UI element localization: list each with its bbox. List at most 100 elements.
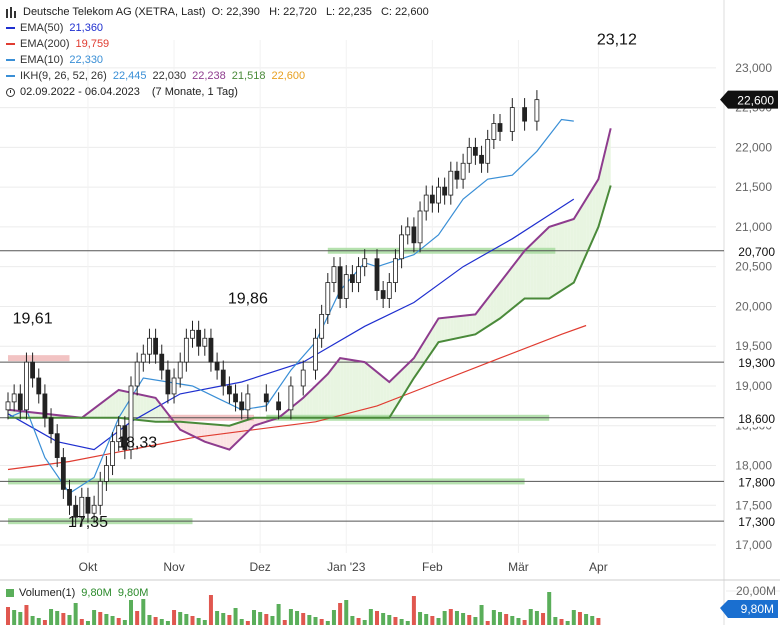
- volume-bar: [565, 621, 570, 625]
- y-tick-label: 19,000: [735, 379, 772, 393]
- candle-body: [331, 266, 337, 283]
- indicator-label: IKH(9, 26, 52, 26): [20, 70, 107, 82]
- volume-bar: [553, 617, 558, 625]
- volume-bar: [30, 616, 35, 625]
- candle-body: [128, 385, 134, 451]
- volume-bar: [319, 619, 324, 625]
- candle-body: [423, 194, 429, 212]
- volume-bar: [67, 615, 72, 625]
- y-tick-label: 20,000: [735, 299, 772, 313]
- cloud-fill: [358, 361, 362, 418]
- cloud-fill: [435, 318, 439, 347]
- candle-body: [171, 377, 177, 395]
- cloud-fill: [97, 403, 101, 418]
- indicator-label: EMA(200): [20, 38, 70, 50]
- cloud-fill: [333, 362, 338, 418]
- indicator-value: 22,600: [271, 70, 306, 82]
- candle-body: [534, 99, 540, 122]
- x-tick-label: Okt: [79, 560, 98, 574]
- volume-bar: [362, 620, 367, 625]
- cloud-fill: [210, 424, 215, 445]
- cloud-fill: [204, 423, 208, 443]
- cloud-fill: [330, 366, 334, 418]
- cloud-fill: [463, 315, 467, 337]
- volume-bar: [479, 605, 484, 625]
- cloud-fill: [546, 226, 550, 299]
- cloud-fill: [207, 424, 211, 444]
- indicator-value: 19,759: [75, 38, 110, 50]
- cloud-fill: [8, 409, 12, 418]
- volume-bar: [104, 614, 109, 625]
- cloud-fill: [539, 232, 544, 299]
- candle-body: [208, 337, 214, 363]
- cloud-fill: [352, 360, 356, 418]
- volume-bar: [325, 621, 330, 625]
- cloud-fill: [220, 424, 224, 448]
- cloud-fill: [303, 394, 307, 418]
- x-tick-label: Feb: [422, 560, 443, 574]
- volume-bar: [448, 609, 453, 625]
- candle-body: [48, 417, 54, 435]
- volume-bar: [92, 610, 97, 625]
- cloud-fill: [549, 225, 553, 299]
- y-tick-label: 23,000: [735, 61, 772, 75]
- legend-indicator-row: IKH(9, 26, 52, 26) 22,445 22,030 22,238 21,5…: [6, 68, 429, 84]
- cloud-fill: [561, 221, 565, 291]
- x-tick-label: Jan '23: [327, 560, 366, 574]
- cloud-fill: [555, 223, 559, 295]
- y-tick-label: 21,000: [735, 220, 772, 234]
- volume-bar: [430, 616, 435, 625]
- volume-bar: [165, 621, 170, 625]
- cloud-fill: [343, 358, 347, 418]
- cloud-fill: [201, 423, 205, 442]
- cloud-fill: [186, 422, 190, 435]
- volume-bar: [424, 614, 429, 625]
- volume-bar: [159, 619, 164, 625]
- cloud-fill: [586, 194, 590, 255]
- level-badge-bg: [726, 241, 778, 260]
- volume-bar: [461, 613, 466, 625]
- volume-bar: [239, 619, 244, 625]
- volume-bar: [196, 618, 201, 625]
- cloud-fill: [404, 364, 408, 393]
- cloud-fill: [158, 401, 162, 422]
- volume-bar: [190, 616, 195, 625]
- volume-badge-label: 9,80M: [741, 602, 774, 616]
- cloud-fill: [469, 314, 473, 336]
- cloud-fill: [106, 396, 110, 418]
- volume-bar: [516, 618, 521, 625]
- volume-bar: [252, 610, 256, 625]
- cloud-fill: [355, 360, 359, 418]
- candle-body: [245, 393, 251, 411]
- series-line-4: [8, 185, 612, 427]
- volume-swatch: [6, 589, 14, 597]
- volume-bar: [331, 610, 336, 625]
- candle-body: [485, 139, 491, 164]
- indicator-value: 21,360: [69, 22, 104, 34]
- candle-body: [263, 393, 269, 403]
- cloud-fill: [300, 397, 304, 418]
- cloud-fill: [306, 391, 310, 418]
- volume-bar: [116, 618, 121, 625]
- volume-bar: [202, 620, 207, 625]
- cloud-fill: [183, 422, 187, 433]
- cloud-fill: [475, 310, 479, 335]
- candle-body: [349, 274, 355, 283]
- volume-bar: [24, 605, 29, 625]
- legend-indicator-row: EMA(10) 22,330: [6, 52, 429, 68]
- volume-bar: [61, 613, 66, 625]
- candle-body: [417, 210, 423, 244]
- candle-body: [73, 504, 79, 518]
- volume-bar: [454, 611, 459, 625]
- volume-bar: [270, 616, 275, 625]
- cloud-fill: [552, 224, 556, 297]
- cloud-fill: [536, 235, 540, 299]
- cloud-fill: [460, 315, 464, 338]
- cloud-fill: [23, 411, 27, 418]
- volume-bar: [338, 603, 343, 625]
- volume-bar: [85, 621, 90, 625]
- candle-body: [522, 107, 527, 122]
- cloud-fill: [515, 258, 519, 306]
- cloud-fill: [223, 425, 227, 449]
- cloud-fill: [337, 358, 341, 418]
